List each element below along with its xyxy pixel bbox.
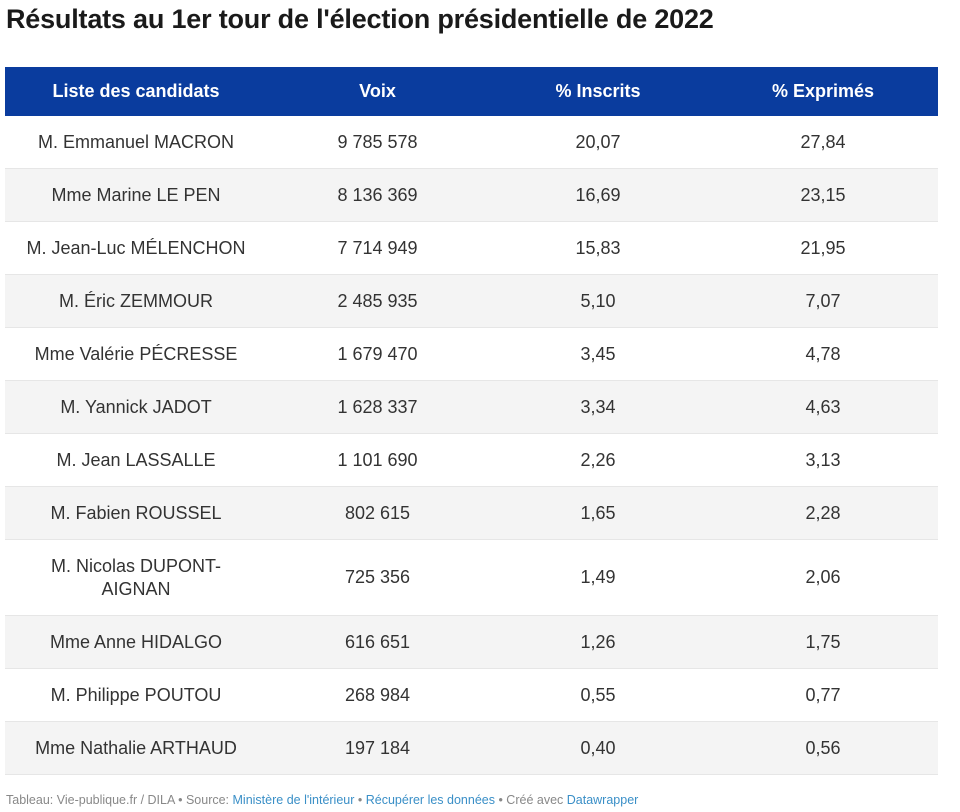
table-row: M. Yannick JADOT 1 628 337 3,34 4,63 xyxy=(5,380,938,434)
candidate-name-cell: M. Éric ZEMMOUR xyxy=(5,274,267,328)
results-table: Liste des candidats Voix % Inscrits % Ex… xyxy=(5,67,938,775)
votes-cell: 7 714 949 xyxy=(267,221,488,275)
column-header-expressed-pct[interactable]: % Exprimés xyxy=(708,67,938,116)
table-row: M. Fabien ROUSSEL 802 615 1,65 2,28 xyxy=(5,486,938,540)
table-header-row: Liste des candidats Voix % Inscrits % Ex… xyxy=(5,67,938,116)
table-row: Mme Nathalie ARTHAUD 197 184 0,40 0,56 xyxy=(5,721,938,775)
registered-pct-cell: 1,26 xyxy=(488,615,708,669)
expressed-pct-cell: 27,84 xyxy=(708,116,938,169)
table-row: M. Jean LASSALLE 1 101 690 2,26 3,13 xyxy=(5,433,938,487)
expressed-pct-cell: 23,15 xyxy=(708,168,938,222)
page-title: Résultats au 1er tour de l'élection prés… xyxy=(6,4,714,34)
registered-pct-cell: 0,40 xyxy=(488,721,708,775)
download-data-link[interactable]: Récupérer les données xyxy=(365,793,495,807)
table-row: M. Nicolas DUPONT-AIGNAN 725 356 1,49 2,06 xyxy=(5,539,938,616)
votes-cell: 1 628 337 xyxy=(267,380,488,434)
expressed-pct-cell: 7,07 xyxy=(708,274,938,328)
table-row: Mme Marine LE PEN 8 136 369 16,69 23,15 xyxy=(5,168,938,222)
table-row: M. Jean-Luc MÉLENCHON 7 714 949 15,83 21,95 xyxy=(5,221,938,275)
votes-cell: 802 615 xyxy=(267,486,488,540)
table-row: Mme Anne HIDALGO 616 651 1,26 1,75 xyxy=(5,615,938,669)
source-link[interactable]: Ministère de l'intérieur xyxy=(232,793,355,807)
registered-pct-cell: 20,07 xyxy=(488,116,708,169)
votes-cell: 8 136 369 xyxy=(267,168,488,222)
candidate-name-cell: M. Jean LASSALLE xyxy=(5,433,267,487)
table-row: M. Emmanuel MACRON 9 785 578 20,07 27,84 xyxy=(5,116,938,169)
footer-created-with: • Créé avec xyxy=(494,793,567,807)
candidate-name-cell: M. Fabien ROUSSEL xyxy=(5,486,267,540)
votes-cell: 616 651 xyxy=(267,615,488,669)
votes-cell: 1 679 470 xyxy=(267,327,488,381)
registered-pct-cell: 1,49 xyxy=(488,539,708,616)
registered-pct-cell: 15,83 xyxy=(488,221,708,275)
candidate-name-cell: M. Nicolas DUPONT-AIGNAN xyxy=(5,539,267,616)
expressed-pct-cell: 21,95 xyxy=(708,221,938,275)
votes-cell: 725 356 xyxy=(267,539,488,616)
candidate-name-cell: M. Jean-Luc MÉLENCHON xyxy=(5,221,267,275)
registered-pct-cell: 5,10 xyxy=(488,274,708,328)
table-row: Mme Valérie PÉCRESSE 1 679 470 3,45 4,78 xyxy=(5,327,938,381)
registered-pct-cell: 16,69 xyxy=(488,168,708,222)
registered-pct-cell: 3,45 xyxy=(488,327,708,381)
votes-cell: 2 485 935 xyxy=(267,274,488,328)
table-footer: Tableau: Vie-publique.fr / DILA • Source… xyxy=(6,793,638,807)
table-row: M. Éric ZEMMOUR 2 485 935 5,10 7,07 xyxy=(5,274,938,328)
expressed-pct-cell: 0,56 xyxy=(708,721,938,775)
votes-cell: 1 101 690 xyxy=(267,433,488,487)
column-header-votes[interactable]: Voix xyxy=(267,67,488,116)
footer-credit: Tableau: Vie-publique.fr / DILA • Source… xyxy=(6,793,233,807)
candidate-name-cell: M. Yannick JADOT xyxy=(5,380,267,434)
expressed-pct-cell: 2,06 xyxy=(708,539,938,616)
registered-pct-cell: 0,55 xyxy=(488,668,708,722)
registered-pct-cell: 3,34 xyxy=(488,380,708,434)
expressed-pct-cell: 0,77 xyxy=(708,668,938,722)
expressed-pct-cell: 4,78 xyxy=(708,327,938,381)
votes-cell: 268 984 xyxy=(267,668,488,722)
expressed-pct-cell: 3,13 xyxy=(708,433,938,487)
registered-pct-cell: 2,26 xyxy=(488,433,708,487)
expressed-pct-cell: 4,63 xyxy=(708,380,938,434)
column-header-candidates[interactable]: Liste des candidats xyxy=(5,67,267,116)
expressed-pct-cell: 1,75 xyxy=(708,615,938,669)
candidate-name-cell: Mme Marine LE PEN xyxy=(5,168,267,222)
datawrapper-link[interactable]: Datawrapper xyxy=(566,793,639,807)
footer-separator: • xyxy=(354,793,366,807)
table-row: M. Philippe POUTOU 268 984 0,55 0,77 xyxy=(5,668,938,722)
votes-cell: 9 785 578 xyxy=(267,116,488,169)
candidate-name-cell: Mme Nathalie ARTHAUD xyxy=(5,721,267,775)
candidate-name-cell: M. Philippe POUTOU xyxy=(5,668,267,722)
expressed-pct-cell: 2,28 xyxy=(708,486,938,540)
registered-pct-cell: 1,65 xyxy=(488,486,708,540)
table-body: M. Emmanuel MACRON 9 785 578 20,07 27,84 Mme… xyxy=(5,116,938,775)
candidate-name-cell: M. Emmanuel MACRON xyxy=(5,116,267,169)
candidate-name-cell: Mme Valérie PÉCRESSE xyxy=(5,327,267,381)
candidate-name-cell: Mme Anne HIDALGO xyxy=(5,615,267,669)
votes-cell: 197 184 xyxy=(267,721,488,775)
column-header-registered-pct[interactable]: % Inscrits xyxy=(488,67,708,116)
